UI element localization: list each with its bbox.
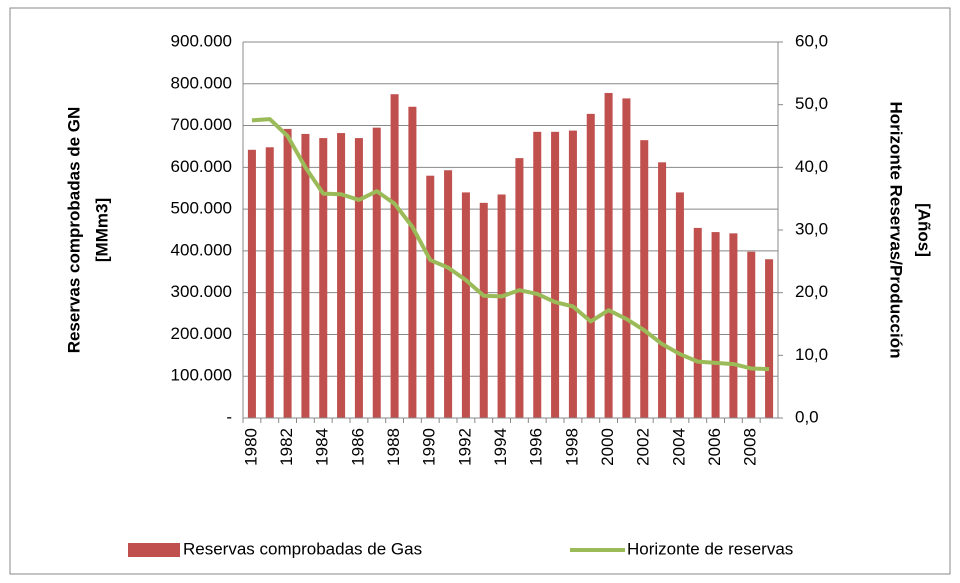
bar bbox=[497, 194, 506, 418]
y2-tick-label: 50,0 bbox=[795, 94, 828, 113]
y-tick-label: 800.000 bbox=[171, 73, 232, 92]
bar bbox=[604, 92, 613, 419]
x-tick-label: 2006 bbox=[705, 428, 724, 466]
bar bbox=[729, 233, 738, 418]
bar bbox=[461, 192, 470, 418]
bar bbox=[408, 106, 417, 418]
bar bbox=[444, 170, 453, 418]
x-tick-label: 2002 bbox=[634, 428, 653, 466]
x-tick-label: 1986 bbox=[348, 428, 367, 466]
x-tick-label: 1982 bbox=[277, 428, 296, 466]
bar bbox=[337, 133, 346, 418]
bar bbox=[765, 259, 774, 418]
bar bbox=[479, 202, 488, 418]
bar bbox=[426, 175, 435, 418]
bar bbox=[390, 94, 399, 418]
bar bbox=[319, 138, 328, 419]
bar bbox=[372, 127, 381, 419]
x-tick-label: 2008 bbox=[741, 428, 760, 466]
y2-tick-label: 20,0 bbox=[795, 282, 828, 301]
bar bbox=[283, 128, 292, 419]
bar bbox=[354, 138, 363, 419]
y2-tick-label: 40,0 bbox=[795, 157, 828, 176]
y2-tick-label: 60,0 bbox=[795, 31, 828, 50]
x-tick-label: 2004 bbox=[669, 428, 688, 466]
bar bbox=[533, 131, 542, 419]
x-tick-label: 1992 bbox=[455, 428, 474, 466]
bar bbox=[693, 227, 702, 418]
y-tick-label: 900.000 bbox=[171, 31, 232, 50]
bar bbox=[640, 140, 649, 418]
x-tick-label: 1998 bbox=[562, 428, 581, 466]
bar bbox=[658, 162, 667, 418]
y-tick-label: 600.000 bbox=[171, 157, 232, 176]
legend-label: Reservas comprobadas de Gas bbox=[183, 539, 422, 558]
bar bbox=[568, 130, 577, 418]
y2-tick-label: 0,0 bbox=[795, 407, 819, 426]
y-axis-title: Reservas comprobadas de GN bbox=[64, 107, 83, 354]
legend-label: Horizonte de reservas bbox=[627, 539, 793, 558]
x-tick-label: 1996 bbox=[527, 428, 546, 466]
bar bbox=[265, 147, 274, 418]
line bbox=[251, 117, 770, 372]
x-tick-label: 1990 bbox=[420, 428, 439, 466]
x-tick-label: 2000 bbox=[598, 428, 617, 466]
y2-tick-label: 30,0 bbox=[795, 219, 828, 238]
bar bbox=[675, 192, 684, 418]
bar bbox=[711, 232, 720, 418]
y-tick-label: 100.000 bbox=[171, 366, 232, 385]
bar bbox=[247, 149, 256, 418]
bar bbox=[622, 98, 631, 419]
bar bbox=[515, 158, 524, 419]
y2-axis-title: [Años] bbox=[915, 203, 934, 257]
x-tick-label: 1994 bbox=[491, 428, 510, 466]
bar bbox=[747, 251, 756, 418]
bar bbox=[586, 113, 595, 418]
y2-axis-title: Horizonte Reservas/Producción bbox=[887, 102, 906, 359]
y-tick-label: 200.000 bbox=[171, 324, 232, 343]
y-tick-label: 300.000 bbox=[171, 282, 232, 301]
x-tick-label: 1980 bbox=[241, 428, 260, 466]
legend-swatch bbox=[128, 543, 180, 557]
y-tick-label: 500.000 bbox=[171, 199, 232, 218]
y-tick-label: - bbox=[226, 407, 232, 426]
y-tick-label: 400.000 bbox=[171, 240, 232, 259]
x-tick-label: 1984 bbox=[313, 428, 332, 466]
y-axis-title: [MMm3] bbox=[92, 198, 111, 262]
x-tick-label: 1988 bbox=[384, 428, 403, 466]
bar bbox=[551, 131, 560, 419]
y2-tick-label: 10,0 bbox=[795, 345, 828, 364]
bar bbox=[301, 133, 310, 418]
y-tick-label: 700.000 bbox=[171, 115, 232, 134]
